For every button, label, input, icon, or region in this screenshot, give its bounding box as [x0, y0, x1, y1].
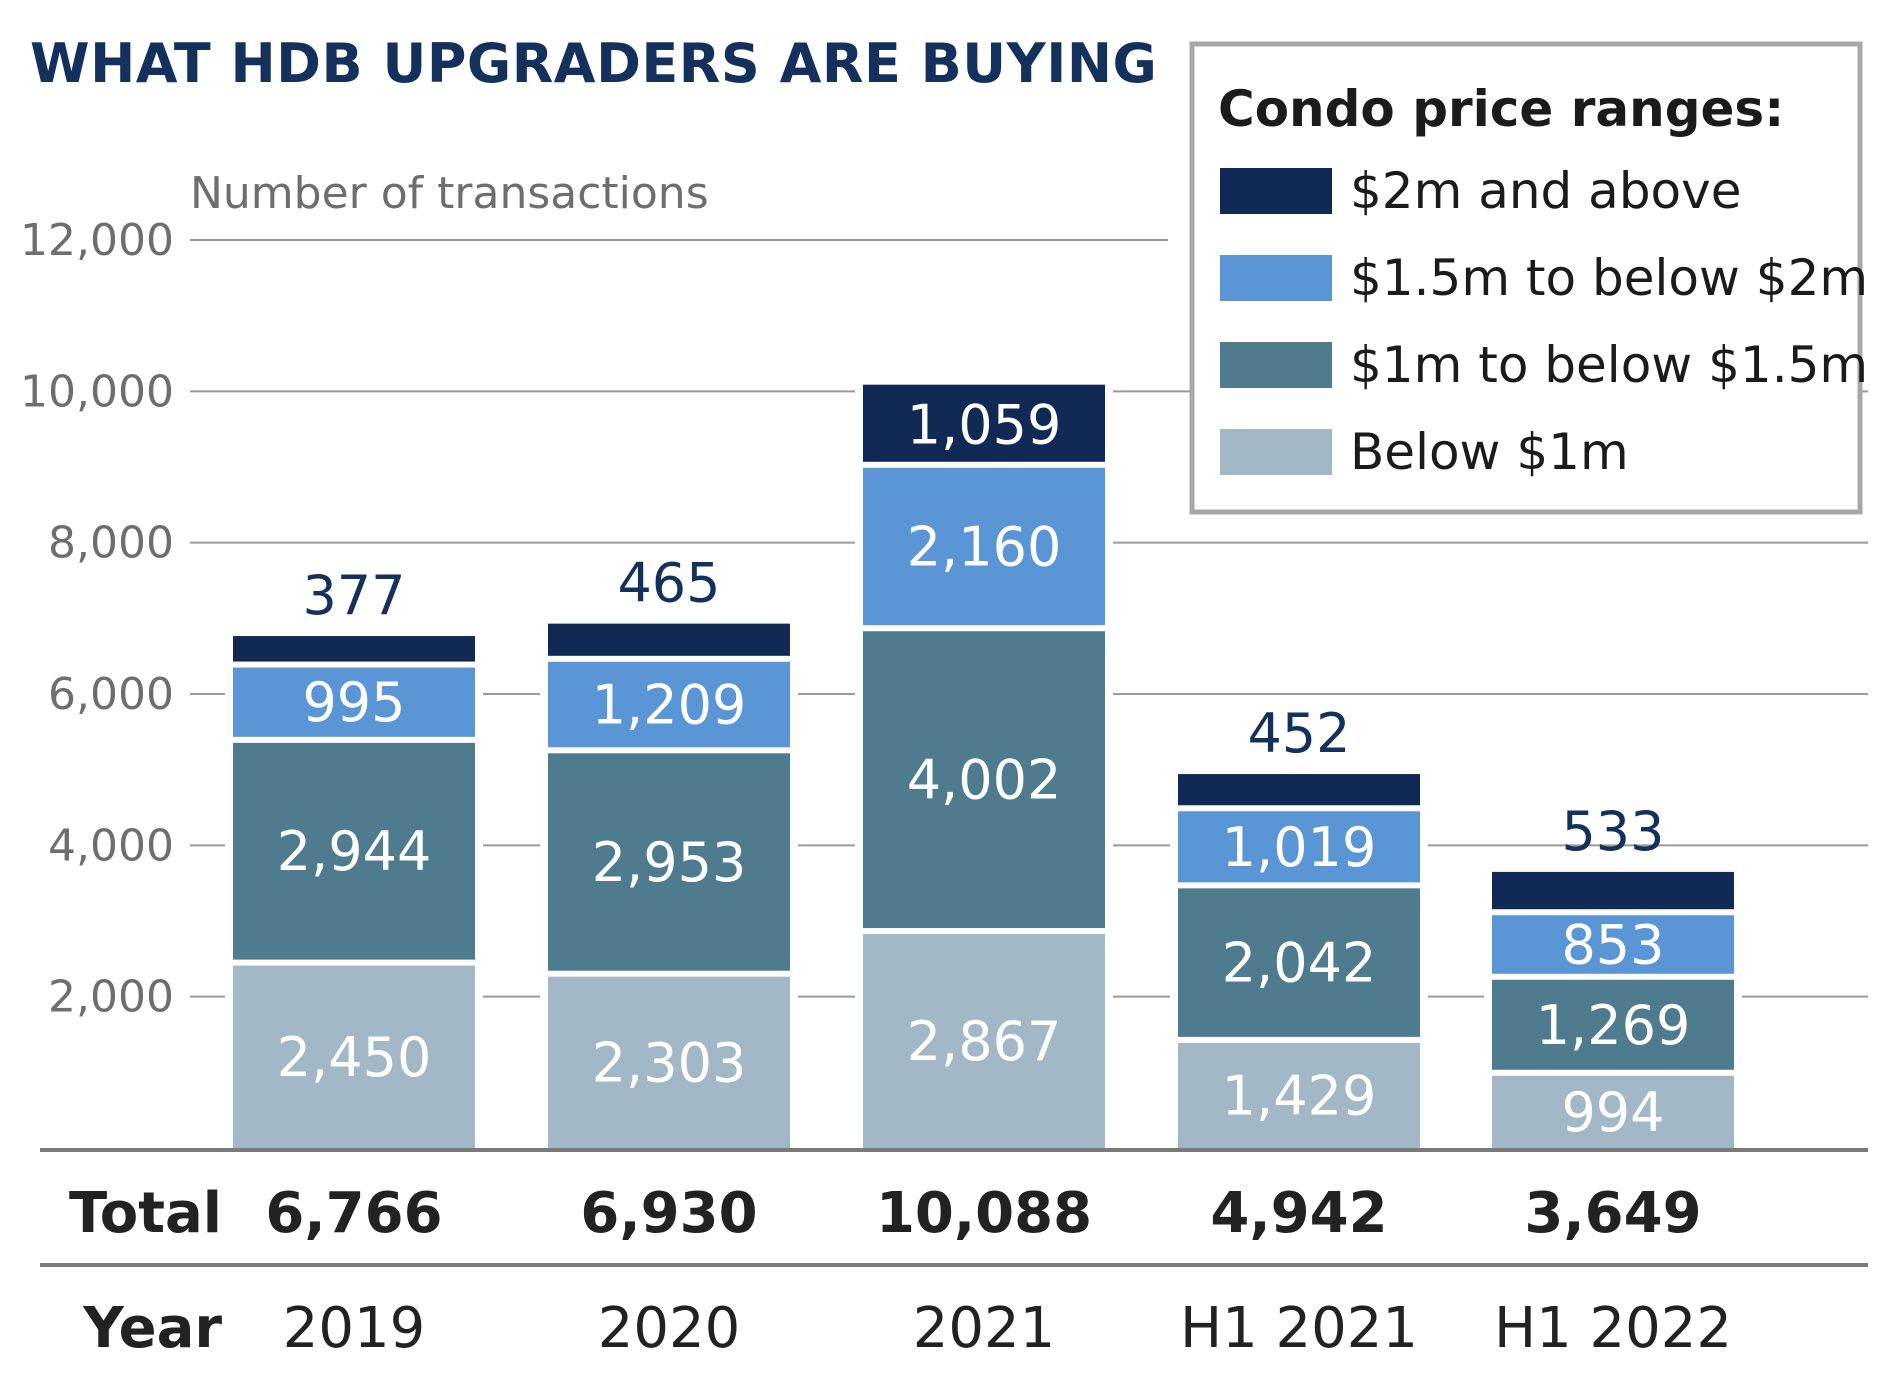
x-tick-label-h1-2021: H1 2021 [1180, 1296, 1418, 1361]
year-row-label: Year [82, 1296, 222, 1361]
bar-1-5m-to-below-2m-2019 [233, 667, 475, 737]
legend-entry-1-5m-to-below-2m: $1.5m to below $2m [1350, 249, 1868, 307]
legend-entry-below-1m: Below $1m [1350, 423, 1629, 481]
data-label-below-1m-2020: 2,303 [592, 1031, 747, 1094]
data-label-2m-and-above-h1-2021: 452 [1247, 702, 1350, 765]
data-label-below-1m-2019: 2,450 [277, 1026, 432, 1089]
bar-group-2021 [855, 376, 1113, 1148]
bar-group-2020 [540, 615, 798, 1148]
data-label-1m-to-below-1-5m-2020: 2,953 [592, 831, 747, 894]
data-label-below-1m-h1-2021: 1,429 [1222, 1064, 1377, 1127]
bar-1m-to-below-1-5m-h1-2021 [1178, 888, 1420, 1037]
data-label-1-5m-to-below-2m-2021: 2,160 [907, 516, 1062, 579]
total-value-2021: 10,088 [876, 1181, 1092, 1246]
legend-entry-2m-and-above: $2m and above [1350, 162, 1742, 220]
bar-below-1m-2019 [233, 965, 475, 1148]
bar-2m-and-above-2019 [233, 636, 475, 662]
y-tick-label: 8,000 [48, 518, 174, 569]
summary-table: Total Year 6,766 2019 6,930 2020 10,088 2021 4,9… [40, 1148, 1868, 1361]
bar-group-h1-2021 [1170, 766, 1428, 1148]
bar-group-2019 [225, 628, 483, 1148]
bar-below-1m-h1-2021 [1178, 1042, 1420, 1148]
bar-1-5m-to-below-2m-h1-2022 [1492, 915, 1734, 974]
chart-title: WHAT HDB UPGRADERS ARE BUYING [30, 32, 1157, 95]
data-label-below-1m-2021: 2,867 [907, 1010, 1062, 1073]
bar-below-1m-h1-2022 [1492, 1075, 1734, 1148]
legend-swatch-1-5m-to-below-2m [1220, 255, 1332, 301]
x-tick-label-h1-2022: H1 2022 [1494, 1296, 1732, 1361]
y-tick-label: 4,000 [48, 820, 174, 871]
data-label-1m-to-below-1-5m-2021: 4,002 [907, 749, 1062, 812]
x-tick-label-2019: 2019 [283, 1296, 426, 1361]
bar-below-1m-2021 [863, 934, 1105, 1148]
y-axis-label: Number of transactions [190, 168, 709, 219]
y-tick-label: 10,000 [20, 366, 174, 417]
y-tick-label: 2,000 [48, 972, 174, 1023]
data-label-1m-to-below-1-5m-h1-2021: 2,042 [1222, 932, 1377, 995]
bar-1m-to-below-1-5m-2021 [863, 631, 1105, 929]
data-label-2m-and-above-2021: 1,059 [907, 394, 1062, 457]
legend-swatch-1m-to-below-1-5m [1220, 342, 1332, 388]
data-label-1m-to-below-1-5m-h1-2022: 1,269 [1536, 994, 1691, 1057]
total-value-h1-2022: 3,649 [1524, 1181, 1701, 1246]
bar-below-1m-2020 [548, 976, 790, 1148]
bar-1-5m-to-below-2m-2020 [548, 661, 790, 748]
y-tick-label: 12,000 [20, 215, 174, 266]
bar-2m-and-above-2021 [863, 384, 1105, 462]
total-value-2020: 6,930 [580, 1181, 757, 1246]
bar-group-h1-2022 [1484, 863, 1742, 1148]
x-tick-label-2020: 2020 [598, 1296, 741, 1361]
bar-1m-to-below-1-5m-2020 [548, 753, 790, 971]
legend: Condo price ranges: $2m and above $1.5m to… [1189, 41, 1868, 515]
bar-2m-and-above-2020 [548, 623, 790, 656]
total-value-h1-2021: 4,942 [1210, 1181, 1387, 1246]
legend-title: Condo price ranges: [1218, 80, 1784, 138]
data-label-1-5m-to-below-2m-2020: 1,209 [592, 674, 747, 737]
x-tick-label-2021: 2021 [913, 1296, 1056, 1361]
bar-1m-to-below-1-5m-2019 [233, 742, 475, 960]
bar-1m-to-below-1-5m-h1-2022 [1492, 979, 1734, 1070]
data-label-2m-and-above-h1-2022: 533 [1561, 800, 1664, 863]
data-label-2m-and-above-2020: 465 [617, 552, 720, 615]
total-row-label: Total [69, 1181, 222, 1246]
legend-swatch-below-1m [1220, 429, 1332, 475]
bar-1-5m-to-below-2m-h1-2021 [1178, 811, 1420, 883]
bar-labels: 2,450 2,944 995 377 2,303 2,953 1,209 465 2,867 4… [277, 394, 1691, 1144]
bar-1-5m-to-below-2m-2021 [863, 467, 1105, 626]
y-tick-label: 6,000 [48, 669, 174, 720]
data-label-2m-and-above-2019: 377 [302, 564, 405, 627]
bar-2m-and-above-h1-2022 [1492, 871, 1734, 910]
data-label-1-5m-to-below-2m-h1-2022: 853 [1561, 913, 1664, 976]
data-label-below-1m-h1-2022: 994 [1561, 1081, 1664, 1144]
legend-entry-1m-to-below-1-5m: $1m to below $1.5m [1350, 336, 1868, 394]
data-label-1m-to-below-1-5m-2019: 2,944 [277, 820, 432, 883]
bars [225, 376, 1742, 1148]
legend-swatch-2m-and-above [1220, 168, 1332, 214]
total-value-2019: 6,766 [265, 1181, 442, 1246]
bar-2m-and-above-h1-2021 [1178, 774, 1420, 806]
data-label-1-5m-to-below-2m-2019: 995 [302, 671, 405, 734]
data-label-1-5m-to-below-2m-h1-2021: 1,019 [1222, 816, 1377, 879]
